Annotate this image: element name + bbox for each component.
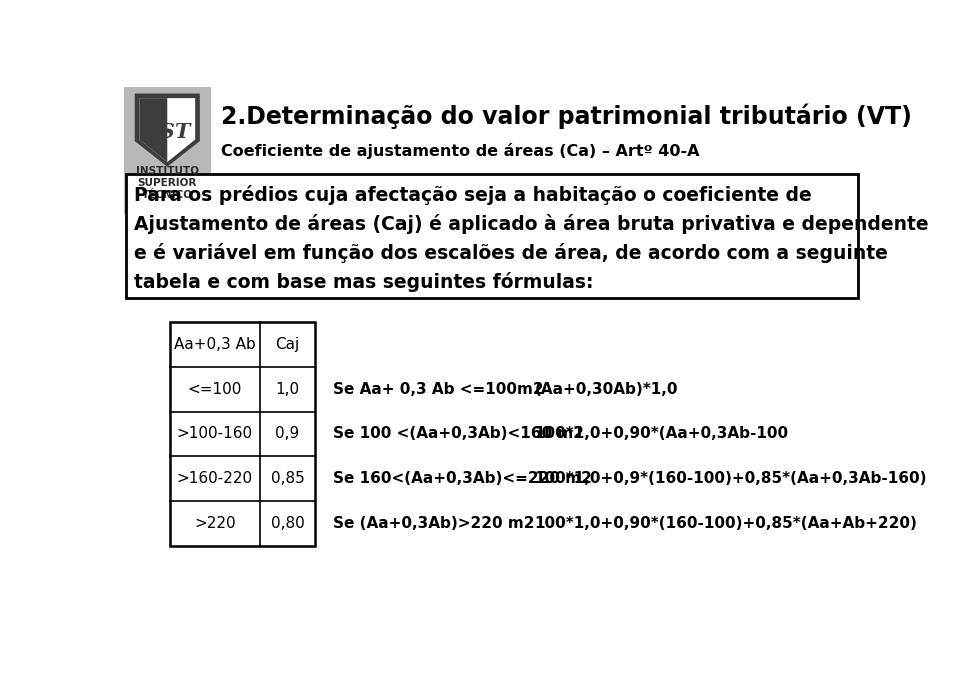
Text: Caj: Caj: [276, 337, 300, 352]
Text: Se Aa+ 0,3 Ab <=100m2: Se Aa+ 0,3 Ab <=100m2: [333, 381, 543, 397]
Text: >220: >220: [194, 516, 236, 530]
Text: 1,0: 1,0: [276, 381, 300, 397]
Text: >160-220: >160-220: [177, 471, 253, 486]
Text: 100*1,0+0,90*(160-100)+0,85*(Aa+Ab+220): 100*1,0+0,90*(160-100)+0,85*(Aa+Ab+220): [535, 516, 918, 530]
Polygon shape: [139, 98, 195, 162]
Text: Se (Aa+0,3Ab)>220 m2: Se (Aa+0,3Ab)>220 m2: [333, 516, 535, 530]
Text: Coeficiente de ajustamento de áreas (Ca) – Artº 40-A: Coeficiente de ajustamento de áreas (Ca)…: [221, 143, 699, 159]
Text: 100*1,0+0,90*(Aa+0,3Ab-100: 100*1,0+0,90*(Aa+0,3Ab-100: [535, 427, 789, 441]
Text: (Aa+0,30Ab)*1,0: (Aa+0,30Ab)*1,0: [535, 381, 678, 397]
Text: Se 160<(Aa+0,3Ab)<=220 m2: Se 160<(Aa+0,3Ab)<=220 m2: [333, 471, 592, 486]
FancyBboxPatch shape: [170, 322, 315, 546]
Text: 100*1,0+0,9*(160-100)+0,85*(Aa+0,3Ab-160): 100*1,0+0,9*(160-100)+0,85*(Aa+0,3Ab-160…: [535, 471, 927, 486]
FancyBboxPatch shape: [126, 175, 858, 298]
Text: >100-160: >100-160: [177, 427, 253, 441]
Text: 0,80: 0,80: [271, 516, 304, 530]
FancyBboxPatch shape: [124, 88, 210, 214]
Text: Aa+0,3 Ab: Aa+0,3 Ab: [174, 337, 255, 352]
Text: TÉCNICO: TÉCNICO: [142, 190, 193, 200]
Text: 2.Determinação do valor patrimonial tributário (VT): 2.Determinação do valor patrimonial trib…: [221, 103, 912, 129]
Text: Se 100 <(Aa+0,3Ab)<160 m2: Se 100 <(Aa+0,3Ab)<160 m2: [333, 427, 584, 441]
Polygon shape: [139, 98, 167, 162]
Text: <=100: <=100: [188, 381, 242, 397]
Text: SUPERIOR: SUPERIOR: [137, 178, 197, 188]
Text: INSTITUTO: INSTITUTO: [135, 166, 199, 175]
Text: IST: IST: [150, 122, 191, 141]
Text: Para os prédios cuja afectação seja a habitação o coeficiente de
Ajustamento de : Para os prédios cuja afectação seja a ha…: [134, 185, 928, 292]
Text: 0,85: 0,85: [271, 471, 304, 486]
Polygon shape: [134, 93, 200, 166]
Text: 0,9: 0,9: [276, 427, 300, 441]
